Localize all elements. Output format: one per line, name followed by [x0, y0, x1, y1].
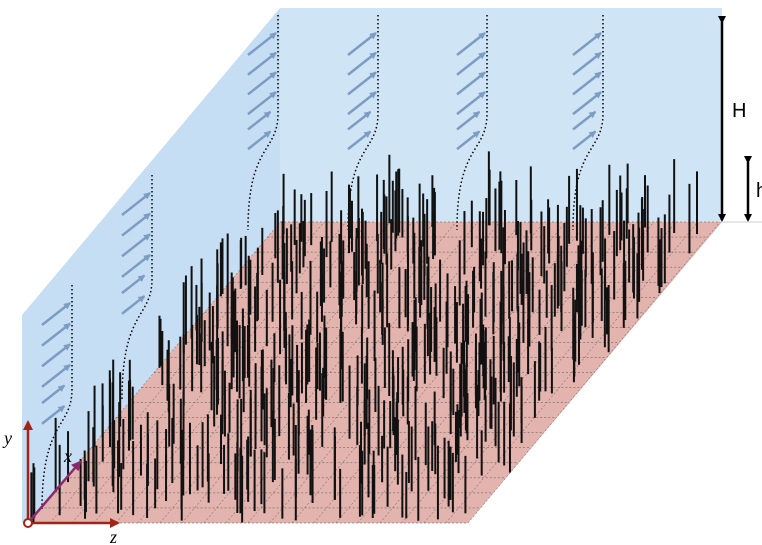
origin — [23, 518, 33, 528]
velocity-arrow — [572, 91, 602, 116]
velocity-arrow — [121, 253, 151, 278]
velocity-arrow — [247, 91, 277, 116]
grid-line — [379, 221, 633, 524]
side-wall — [22, 8, 280, 523]
x-axis-label: x — [63, 446, 72, 466]
velocity-arrow — [456, 130, 481, 151]
velocity-arrow — [41, 384, 66, 405]
velocity-arrow — [347, 32, 377, 56]
velocity-arrow — [456, 51, 486, 76]
grid-line — [467, 221, 721, 524]
back-wall — [280, 8, 722, 222]
z-axis-label: z — [109, 527, 117, 545]
velocity-arrow — [121, 295, 146, 315]
velocity-arrow — [41, 343, 71, 368]
velocity-arrow — [41, 322, 71, 347]
velocity-arrow — [456, 32, 486, 56]
velocity-arrow — [572, 130, 597, 151]
velocity-arrow — [347, 91, 377, 116]
x-axis — [27, 460, 82, 524]
profile-curve — [41, 285, 73, 511]
velocity-arrow — [347, 51, 377, 76]
velocity-arrow — [121, 192, 151, 216]
grid-line — [313, 221, 567, 524]
velocity-arrow — [121, 233, 151, 258]
velocity-arrow — [121, 212, 151, 237]
velocity-arrow — [572, 32, 602, 56]
velocity-arrow — [41, 405, 66, 425]
velocity-arrow — [456, 91, 486, 116]
velocity-profiles — [41, 175, 153, 511]
profile-curve — [572, 15, 604, 231]
velocity-arrow — [347, 130, 372, 151]
velocity-arrow — [247, 32, 277, 56]
velocity-arrow — [456, 110, 481, 131]
outer-height-label: H — [732, 100, 746, 122]
canopy-elements — [30, 151, 698, 523]
velocity-arrow — [121, 274, 146, 295]
velocity-arrow — [247, 51, 277, 76]
y-axis-label: y — [2, 428, 12, 448]
velocity-arrow — [572, 51, 602, 76]
velocity-arrow — [572, 71, 602, 96]
velocity-arrow — [456, 71, 486, 96]
velocity-arrow — [347, 71, 377, 96]
velocity-arrow — [347, 110, 372, 131]
velocity-arrow — [572, 110, 597, 131]
grid-line — [445, 221, 699, 524]
velocity-arrow — [247, 71, 277, 96]
velocity-arrow — [247, 130, 272, 151]
canopy-height-label: h — [756, 180, 762, 202]
profile-curve — [456, 15, 488, 231]
velocity-arrow — [247, 110, 272, 131]
velocity-arrow — [41, 302, 71, 326]
floor-grid — [27, 221, 721, 524]
profile-curve — [247, 15, 279, 231]
profile-curve — [121, 175, 153, 401]
velocity-arrow — [41, 363, 71, 388]
